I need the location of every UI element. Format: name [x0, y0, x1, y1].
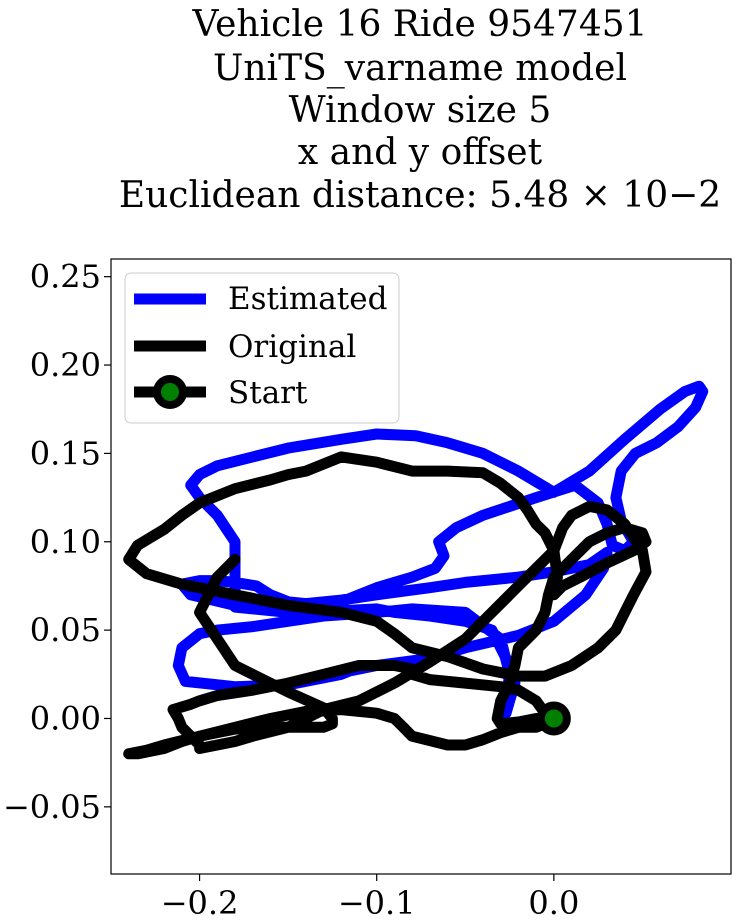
plot-area: [110, 258, 732, 875]
title-line-1: Vehicle 16 Ride 9547451: [191, 4, 647, 45]
series-line-original: [123, 451, 652, 760]
series-layer: [123, 380, 709, 760]
x-tick-label: −0.1: [338, 884, 416, 921]
legend-label-original: Original: [228, 329, 356, 365]
axes: −0.2 −0.1 0.0 −0.05 0.00 0.05 0.10 0.15 0.20 0.25: [3, 258, 579, 921]
y-tick-label: 0.15: [30, 434, 101, 472]
legend-box: [124, 272, 400, 424]
y-tick-label: 0.10: [30, 523, 101, 561]
title-line-3: Window size 5: [289, 90, 552, 131]
start-marker: [536, 701, 571, 736]
legend: Estimated Original Start: [124, 272, 400, 424]
title-line-4: x and y offset: [298, 132, 543, 173]
x-tick-label: −0.2: [161, 884, 239, 921]
y-tick-label: 0.20: [30, 346, 101, 384]
legend-label-estimated: Estimated: [228, 281, 387, 317]
y-tick-label: 0.25: [30, 258, 101, 296]
legend-label-start: Start: [228, 375, 308, 411]
chart-title: Vehicle 16 Ride 9547451 UniTS_varname mo…: [119, 4, 721, 216]
title-line-2: UniTS_varname model: [213, 48, 627, 89]
y-tick-label: 0.00: [30, 699, 101, 737]
title-line-5: Euclidean distance: 5.48 × 10−2: [119, 175, 721, 216]
plot-frame: [110, 258, 732, 875]
x-tick-label: 0.0: [528, 884, 579, 921]
legend-marker-start: [153, 375, 187, 409]
y-tick-label: −0.05: [3, 788, 101, 826]
y-tick-label: 0.05: [30, 611, 101, 649]
